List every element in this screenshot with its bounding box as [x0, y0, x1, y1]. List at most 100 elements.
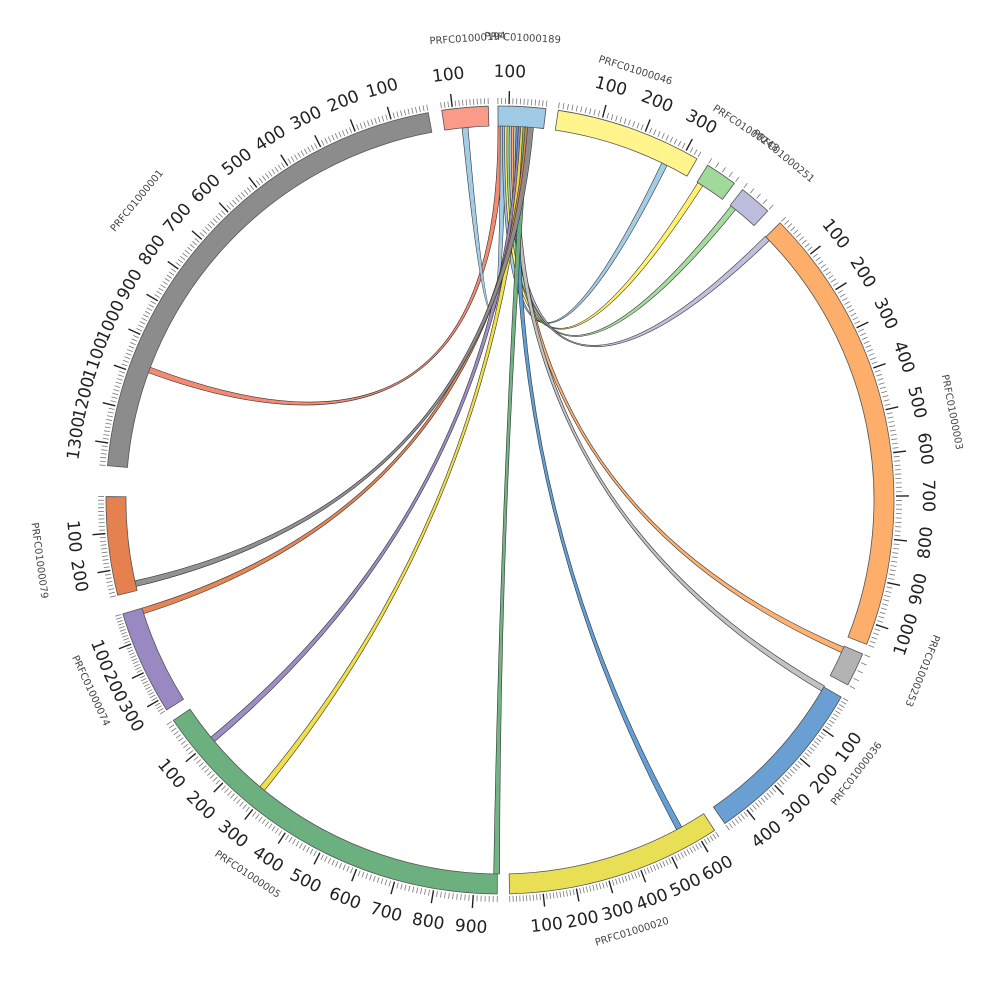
- minor-tick: [721, 167, 727, 173]
- minor-tick: [127, 649, 134, 653]
- minor-tick: [175, 262, 181, 267]
- minor-tick: [212, 218, 218, 224]
- minor-tick: [809, 746, 815, 751]
- minor-tick: [220, 210, 226, 216]
- segment-arc-prfc01000248: [696, 164, 735, 200]
- link-ribbon-prfc01000251: [506, 125, 737, 337]
- minor-tick: [888, 420, 895, 423]
- minor-tick: [876, 373, 882, 377]
- minor-tick: [290, 156, 295, 162]
- minor-tick: [448, 892, 450, 899]
- minor-tick: [878, 382, 885, 385]
- minor-tick: [884, 403, 891, 406]
- minor-tick: [104, 426, 111, 429]
- minor-tick: [411, 107, 414, 114]
- minor-tick: [134, 663, 140, 668]
- segment-ticks: [92, 496, 116, 598]
- minor-tick: [771, 787, 777, 793]
- major-tick: [471, 895, 474, 909]
- minor-tick: [874, 369, 881, 373]
- minor-tick: [768, 204, 774, 210]
- minor-tick: [199, 232, 205, 237]
- minor-tick: [869, 640, 876, 644]
- minor-tick: [341, 130, 346, 136]
- minor-tick: [280, 162, 285, 168]
- tick-label: 400: [252, 122, 290, 156]
- minor-tick: [787, 223, 793, 229]
- minor-tick: [828, 274, 834, 279]
- minor-tick: [101, 555, 108, 557]
- minor-tick: [545, 100, 548, 107]
- minor-tick: [168, 724, 175, 729]
- major-tick: [280, 154, 289, 167]
- major-tick: [856, 321, 869, 329]
- major-tick: [887, 581, 901, 587]
- major-tick: [875, 623, 889, 630]
- major-tick: [893, 538, 908, 542]
- tick-label: 500: [903, 384, 930, 420]
- minor-tick: [683, 850, 687, 857]
- minor-tick: [884, 594, 891, 598]
- minor-tick: [103, 434, 110, 436]
- minor-tick: [294, 154, 298, 160]
- minor-tick: [665, 134, 669, 141]
- minor-tick: [128, 345, 135, 349]
- minor-tick: [130, 655, 137, 659]
- major-tick: [390, 881, 396, 895]
- minor-tick: [137, 324, 144, 328]
- minor-tick: [139, 675, 146, 679]
- minor-tick: [886, 412, 893, 415]
- major-tick: [893, 450, 907, 454]
- segment-label: PRFC01000194: [429, 31, 506, 47]
- minor-tick: [151, 697, 158, 701]
- minor-tick: [857, 670, 864, 674]
- minor-tick: [334, 133, 339, 139]
- minor-tick: [118, 626, 125, 629]
- minor-tick: [872, 632, 879, 636]
- minor-tick: [802, 755, 808, 760]
- minor-tick: [703, 839, 708, 845]
- tick-label: 100: [431, 63, 466, 87]
- minor-tick: [628, 119, 631, 126]
- segment-arc-prfc01000194: [441, 105, 490, 131]
- minor-tick: [158, 287, 164, 292]
- minor-tick: [188, 750, 194, 755]
- minor-tick: [735, 176, 740, 182]
- segment-ticks: [708, 158, 740, 182]
- minor-tick: [623, 118, 627, 125]
- tick-label: 300: [287, 102, 325, 135]
- minor-tick: [99, 536, 106, 539]
- minor-tick: [787, 771, 793, 777]
- minor-tick: [277, 164, 282, 171]
- minor-tick: [385, 114, 388, 121]
- minor-tick: [889, 569, 896, 572]
- minor-tick: [245, 806, 251, 812]
- minor-tick: [656, 863, 660, 870]
- minor-tick: [818, 734, 824, 740]
- tick-label: 200: [565, 907, 601, 933]
- minor-tick: [125, 352, 132, 356]
- minor-tick: [135, 666, 142, 670]
- segment-ticks: [849, 654, 871, 690]
- minor-tick: [619, 116, 623, 123]
- minor-tick: [824, 725, 831, 730]
- minor-tick: [184, 249, 190, 255]
- major-tick: [146, 293, 159, 302]
- minor-tick: [126, 646, 133, 650]
- minor-tick: [100, 540, 107, 543]
- minor-tick: [381, 115, 385, 122]
- segment-ticks: [166, 721, 498, 909]
- minor-tick: [831, 716, 837, 721]
- segment-label: PRFC01000079: [29, 522, 50, 599]
- minor-tick: [615, 115, 618, 122]
- minor-tick: [331, 134, 335, 141]
- minor-tick: [892, 552, 899, 554]
- minor-tick: [838, 704, 845, 708]
- minor-tick: [812, 253, 819, 258]
- minor-tick: [300, 150, 305, 157]
- minor-tick: [227, 790, 232, 796]
- minor-tick: [264, 821, 270, 827]
- minor-tick: [107, 584, 114, 587]
- minor-tick: [255, 180, 261, 186]
